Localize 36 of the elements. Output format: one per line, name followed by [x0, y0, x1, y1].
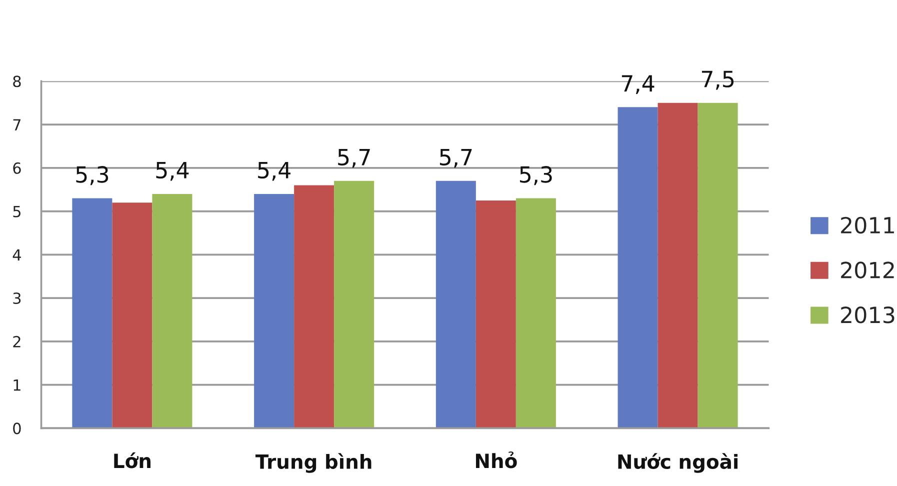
y-tick-label: 5: [13, 206, 20, 218]
legend-label: 2013: [841, 306, 894, 324]
x-tick-label: Nước ngoài: [618, 453, 738, 473]
bar: [516, 198, 556, 428]
y-tick-label: 8: [13, 76, 21, 88]
bar: [658, 102, 698, 428]
x-tick-label: Lớn: [114, 452, 150, 468]
y-tick-label: 4: [12, 249, 21, 260]
y-tick-label: 7: [13, 119, 21, 130]
data-label: 5,4: [156, 162, 189, 181]
bar: [112, 202, 152, 428]
bar: [72, 198, 112, 428]
y-tick-label: 6: [13, 162, 21, 174]
bar: [698, 102, 738, 428]
bar: [476, 200, 516, 428]
bar: [152, 194, 192, 428]
y-tick-label: 1: [14, 379, 20, 391]
data-label: 5,7: [440, 148, 472, 168]
data-label: 5,3: [520, 166, 552, 186]
x-tick-label: Nhỏ: [476, 452, 517, 468]
bar: [618, 107, 658, 428]
data-label: 5,4: [258, 162, 290, 181]
y-tick-label: 2: [13, 336, 20, 348]
data-label: 5,3: [76, 166, 108, 186]
y-tick-label: 3: [13, 292, 21, 304]
data-label: 5,7: [338, 148, 370, 168]
data-label: 7,5: [702, 70, 734, 90]
legend-label: 2011: [841, 216, 894, 234]
y-tick-label: 0: [13, 422, 21, 434]
data-label: 7,4: [622, 75, 654, 94]
bar: [294, 185, 334, 428]
legend-label: 2012: [841, 262, 894, 278]
x-tick-label: Trung bình: [255, 453, 372, 473]
bar: [436, 180, 476, 428]
bar: [254, 194, 294, 428]
bar: [334, 180, 374, 428]
